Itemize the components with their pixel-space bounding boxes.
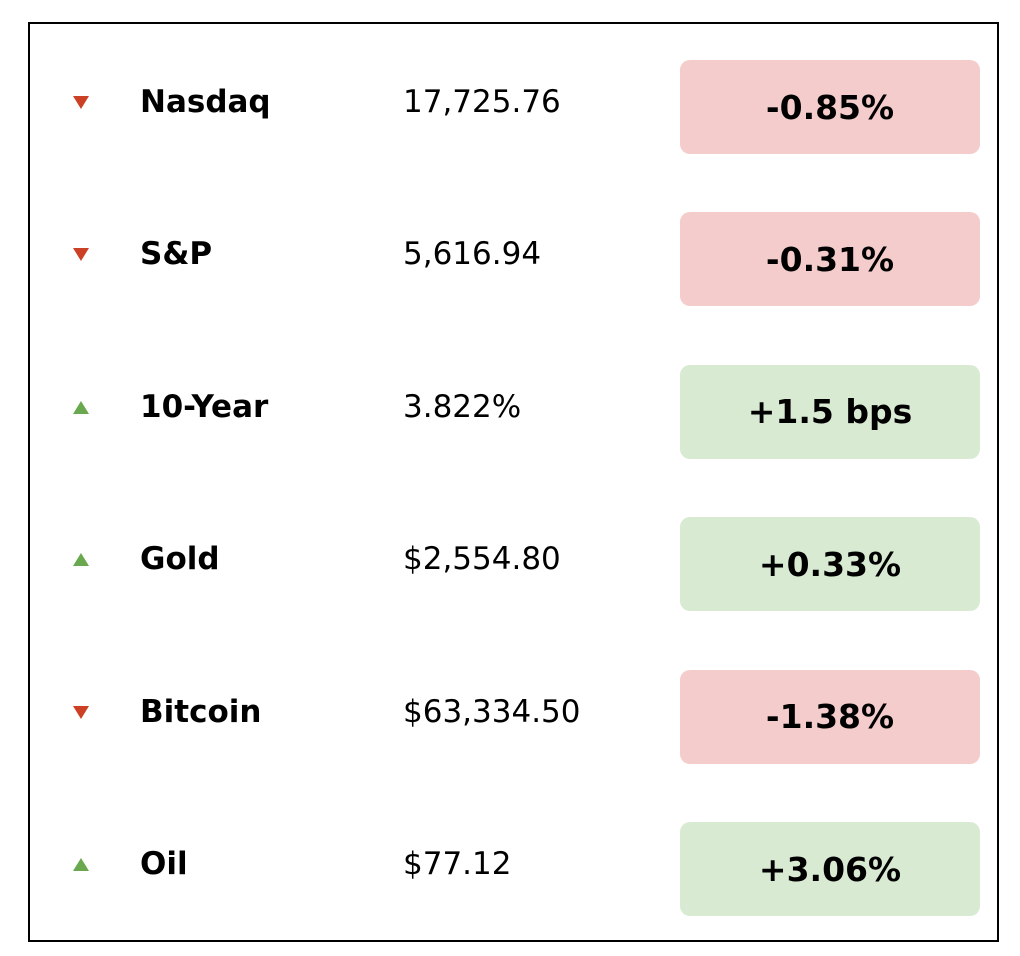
ticker-row: 10-Year 3.822% +1.5 bps bbox=[30, 357, 997, 459]
ticker-name: Gold bbox=[140, 541, 220, 578]
arrow-shape bbox=[73, 553, 89, 567]
ticker-name: Bitcoin bbox=[140, 693, 262, 730]
arrow-shape bbox=[73, 248, 89, 262]
ticker-value: $77.12 bbox=[403, 846, 512, 882]
change-badge: +0.33% bbox=[680, 517, 980, 612]
arrow-shape bbox=[73, 858, 89, 871]
ticker-row: Oil $77.12 +3.06% bbox=[30, 814, 997, 916]
market-summary: Nasdaq 17,725.76 -0.85% S&P 5,616.94 -0.31% 10… bbox=[28, 22, 999, 942]
direction-arrow bbox=[73, 705, 89, 719]
change-badge: -0.31% bbox=[680, 212, 980, 307]
change-badge: -0.85% bbox=[680, 60, 980, 154]
change-badge: -1.38% bbox=[680, 669, 980, 764]
ticker-value: $63,334.50 bbox=[403, 693, 581, 730]
ticker-value: 17,725.76 bbox=[403, 84, 561, 120]
direction-arrow bbox=[73, 553, 89, 567]
ticker-name: 10-Year bbox=[140, 388, 269, 425]
direction-arrow bbox=[73, 400, 89, 414]
ticker-name: S&P bbox=[140, 236, 213, 273]
direction-arrow bbox=[73, 248, 89, 262]
arrow-shape bbox=[73, 400, 89, 414]
arrow-shape bbox=[73, 705, 89, 719]
ticker-value: $2,554.80 bbox=[403, 541, 561, 578]
arrow-shape bbox=[73, 96, 89, 109]
ticker-row: S&P 5,616.94 -0.31% bbox=[30, 204, 997, 307]
ticker-value: 3.822% bbox=[403, 388, 522, 425]
ticker-value: 5,616.94 bbox=[403, 236, 542, 273]
ticker-name: Oil bbox=[140, 846, 188, 882]
ticker-row: Nasdaq 17,725.76 -0.85% bbox=[30, 52, 997, 154]
change-badge: +1.5 bps bbox=[680, 364, 980, 459]
ticker-row: Bitcoin $63,334.50 -1.38% bbox=[30, 662, 997, 764]
change-badge: +3.06% bbox=[680, 822, 980, 916]
ticker-name: Nasdaq bbox=[140, 84, 271, 120]
ticker-row: Gold $2,554.80 +0.33% bbox=[30, 509, 997, 612]
direction-arrow bbox=[73, 858, 89, 871]
direction-arrow bbox=[73, 96, 89, 109]
